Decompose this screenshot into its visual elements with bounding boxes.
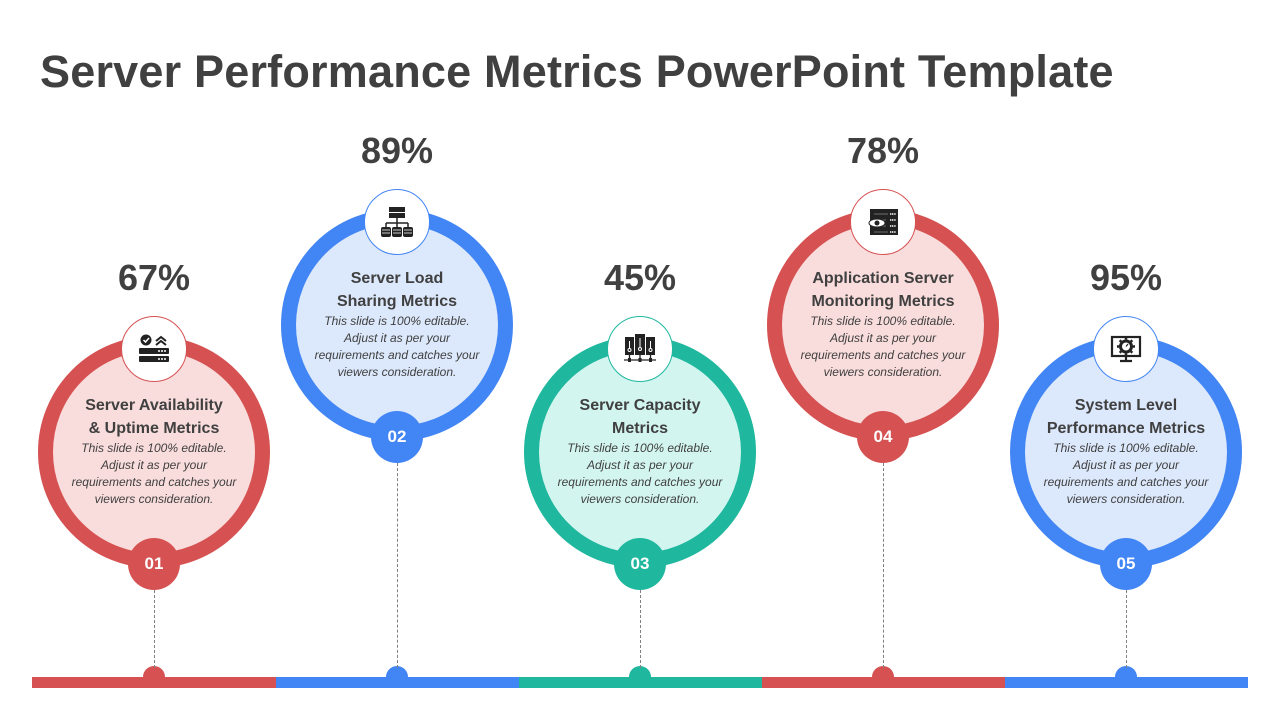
slide-title: Server Performance Metrics PowerPoint Te… [40,46,1114,97]
server-rack-icon [607,316,673,382]
metric-description: This slide is 100% editable. Adjust it a… [314,314,480,379]
metric-heading: Server Load Sharing Metrics [336,270,458,310]
connector-2 [397,463,398,668]
server-uptime-icon [121,316,187,382]
metric-heading: System Level Performance Metrics [1046,397,1206,437]
connector-5 [1126,590,1127,668]
metric-description: This slide is 100% editable. Adjust it a… [71,441,237,506]
metric-heading: Application Server Monitoring Metrics [811,270,955,310]
server-monitoring-icon [850,189,916,255]
timeline-marker-3 [629,666,651,688]
percent-value: 67% [117,257,191,298]
step-badge: 04 [857,411,909,463]
step-badge: 02 [371,411,423,463]
connector-1 [154,590,155,668]
step-badge: 01 [128,538,180,590]
step-badge: 03 [614,538,666,590]
step-badge: 05 [1100,538,1152,590]
percent-value: 89% [360,130,434,171]
percent-value: 45% [603,257,677,298]
percent-value: 95% [1089,257,1163,298]
load-balancer-icon [364,189,430,255]
connector-4 [883,463,884,668]
metric-description: This slide is 100% editable. Adjust it a… [1043,441,1209,506]
percent-value: 78% [846,130,920,171]
timeline-marker-1 [143,666,165,688]
metric-description: This slide is 100% editable. Adjust it a… [800,314,966,379]
metric-description: This slide is 100% editable. Adjust it a… [557,441,723,506]
timeline-marker-2 [386,666,408,688]
metric-heading: Server Availability & Uptime Metrics [85,397,223,437]
connector-3 [640,590,641,668]
timeline-marker-4 [872,666,894,688]
timeline-marker-5 [1115,666,1137,688]
metric-heading: Server Capacity Metrics [579,397,701,437]
performance-monitor-icon [1093,316,1159,382]
